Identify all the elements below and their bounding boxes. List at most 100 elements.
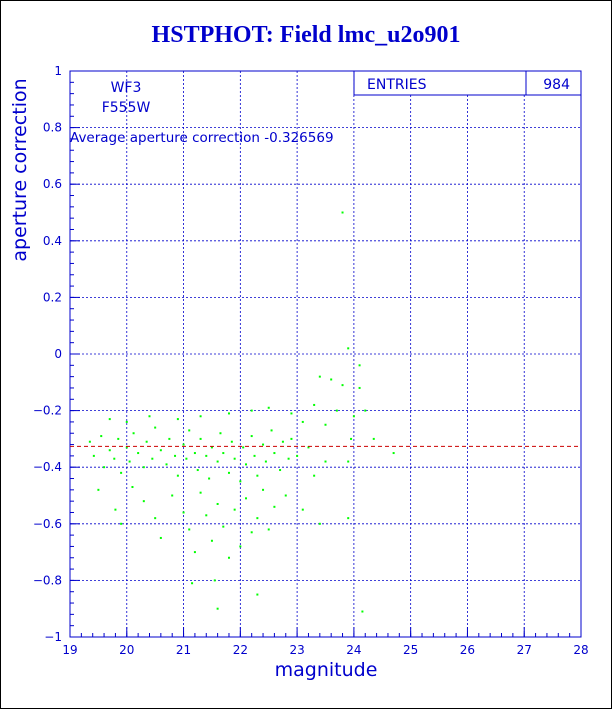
data-point (117, 437, 120, 440)
axis-ticks: 19 20 21 22 23 24 25 26 27 28 −1 −0.8 −0.6 −0.4 −0.2 0 0… (33, 64, 589, 657)
data-point (296, 454, 299, 457)
data-point (358, 364, 361, 367)
y-tick-label: 0.2 (43, 290, 62, 304)
data-point (290, 412, 293, 415)
data-point (137, 452, 140, 455)
data-point (330, 378, 333, 381)
data-point (219, 432, 222, 435)
x-tick-label: 25 (403, 643, 418, 657)
data-point (227, 412, 230, 415)
data-point (347, 460, 350, 463)
data-point (245, 497, 248, 500)
data-point (358, 386, 361, 389)
data-point (182, 443, 185, 446)
data-point (154, 426, 157, 429)
data-point (335, 409, 338, 412)
data-point (352, 415, 355, 418)
y-tick-label: −1 (44, 630, 62, 644)
data-point (120, 522, 123, 525)
data-point (347, 517, 350, 520)
data-point (199, 437, 202, 440)
data-point (128, 460, 131, 463)
data-point (372, 437, 375, 440)
data-point (318, 522, 321, 525)
x-tick-label: 19 (62, 643, 77, 657)
data-point (341, 211, 344, 214)
data-point (324, 423, 327, 426)
data-point (88, 440, 91, 443)
y-tick-label: −0.6 (33, 517, 62, 531)
data-point (176, 474, 179, 477)
data-point (318, 375, 321, 378)
data-point (92, 454, 95, 457)
x-axis-label: magnitude (275, 659, 378, 681)
data-point (301, 420, 304, 423)
data-point (262, 443, 265, 446)
data-point (256, 593, 259, 596)
data-point (341, 384, 344, 387)
y-tick-label: 0.4 (43, 234, 62, 248)
data-point (142, 466, 145, 469)
stats-label: ENTRIES (367, 77, 427, 93)
grid (69, 70, 582, 638)
data-point (392, 452, 395, 455)
x-tick-label: 28 (573, 643, 588, 657)
data-point (171, 494, 174, 497)
data-point (313, 474, 316, 477)
data-point (264, 460, 267, 463)
data-point (120, 471, 123, 474)
x-tick-label: 24 (346, 643, 361, 657)
data-point (216, 607, 219, 610)
data-point (256, 517, 259, 520)
data-point (347, 347, 350, 350)
data-point (108, 449, 111, 452)
y-axis-label: aperture correction (9, 78, 31, 261)
average-annotation: Average aperture correction -0.326569 (70, 130, 334, 146)
x-tick-label: 22 (233, 643, 248, 657)
chart-title: HSTPHOT: Field lmc_u2o901 (151, 22, 461, 48)
data-point (208, 477, 211, 480)
stats-box: ENTRIES 984 (353, 70, 582, 96)
data-point (273, 505, 276, 508)
data-point (97, 488, 100, 491)
data-point (125, 446, 128, 449)
data-point (256, 474, 259, 477)
data-point (227, 556, 230, 559)
data-point (213, 579, 216, 582)
data-point (114, 508, 117, 511)
data-point (290, 437, 293, 440)
data-point (103, 466, 106, 469)
data-point (245, 463, 248, 466)
data-point (199, 415, 202, 418)
data-point (239, 480, 242, 483)
data-point (253, 454, 256, 457)
data-point (113, 457, 116, 460)
data-point (279, 469, 282, 472)
data-point (250, 409, 253, 412)
data-point (270, 429, 273, 432)
data-point (168, 437, 171, 440)
data-point (250, 435, 253, 438)
data-points (88, 211, 395, 613)
data-point (196, 469, 199, 472)
data-point (131, 486, 134, 489)
data-point (174, 454, 177, 457)
data-point (159, 449, 162, 452)
data-point (216, 460, 219, 463)
data-point (108, 418, 111, 421)
data-point (125, 420, 128, 423)
data-point (350, 437, 353, 440)
data-point (222, 525, 225, 528)
x-tick-label: 26 (460, 643, 475, 657)
x-tick-label: 21 (176, 643, 191, 657)
data-point (100, 435, 103, 438)
data-point (151, 457, 154, 460)
data-point (165, 463, 168, 466)
data-point (233, 457, 236, 460)
y-tick-label: 0.8 (43, 121, 62, 135)
data-point (361, 610, 364, 613)
y-tick-label: 1 (54, 64, 62, 78)
data-point (267, 528, 270, 531)
data-point (148, 415, 151, 418)
y-tick-label: 0 (54, 347, 62, 361)
